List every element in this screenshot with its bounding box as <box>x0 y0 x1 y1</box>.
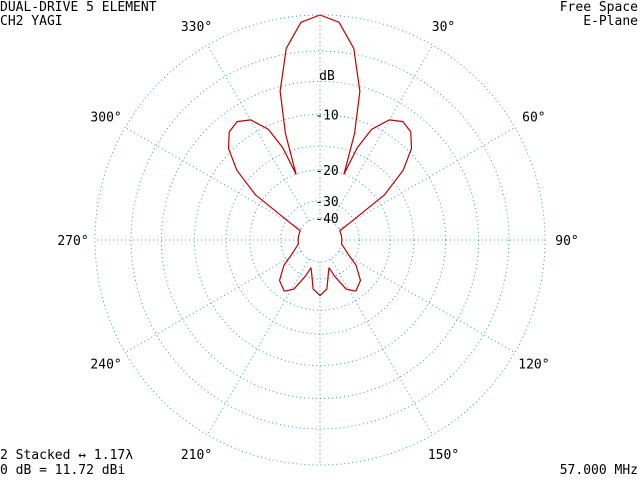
antenna-subtitle: CH2 YAGI <box>0 14 63 29</box>
stacking-label: 2 Stacked ↔ 1.17λ <box>0 448 134 463</box>
angle-tick-label: 60° <box>522 111 545 126</box>
angle-tick-label: 120° <box>518 358 549 373</box>
grid-spoke <box>330 258 433 436</box>
grid-ring <box>94 14 546 466</box>
grid-ring <box>130 50 510 430</box>
grid-spoke <box>207 258 310 436</box>
radiation-pattern-trace <box>227 14 413 297</box>
grid-spoke <box>338 127 516 230</box>
angle-tick-label: 90° <box>555 234 578 249</box>
angle-tick-label: 330° <box>181 20 212 35</box>
grid-spoke <box>207 44 310 222</box>
pattern-layer <box>227 14 413 297</box>
grid-spoke <box>124 127 302 230</box>
radial-tick-label: dB <box>319 69 335 84</box>
grid-spoke <box>330 44 433 222</box>
angle-tick-label: 30° <box>432 20 455 35</box>
environment-label: Free Space <box>559 0 638 15</box>
grid-ring <box>280 200 360 280</box>
radial-tick-label: -10 <box>315 108 338 123</box>
grid-spoke <box>124 250 302 353</box>
radial-tick-label: -20 <box>315 164 338 179</box>
reference-gain-label: 0 dB = 11.72 dBi <box>0 463 126 478</box>
angle-tick-label: 270° <box>57 234 88 249</box>
grid-ring <box>249 169 391 311</box>
radial-tick-label: -40 <box>315 212 338 227</box>
grid-ring <box>160 80 480 400</box>
antenna-title: DUAL-DRIVE 5 ELEMENT <box>0 0 157 15</box>
angle-tick-label: 210° <box>181 448 212 463</box>
radial-tick-label: -30 <box>315 195 338 210</box>
frequency-label: 57.000 MHz <box>559 463 638 478</box>
axis-labels: 30° 60° 90° 120° 150° 210° 240° 270° 300° 330° dB -… <box>57 20 578 463</box>
grid-ring <box>193 113 447 367</box>
grid-spoke <box>338 250 516 353</box>
polar-grid <box>94 14 546 466</box>
angle-tick-label: 240° <box>90 358 121 373</box>
plane-label: E-Plane <box>583 14 638 29</box>
angle-tick-label: 300° <box>90 111 121 126</box>
angle-tick-label: 150° <box>428 448 459 463</box>
